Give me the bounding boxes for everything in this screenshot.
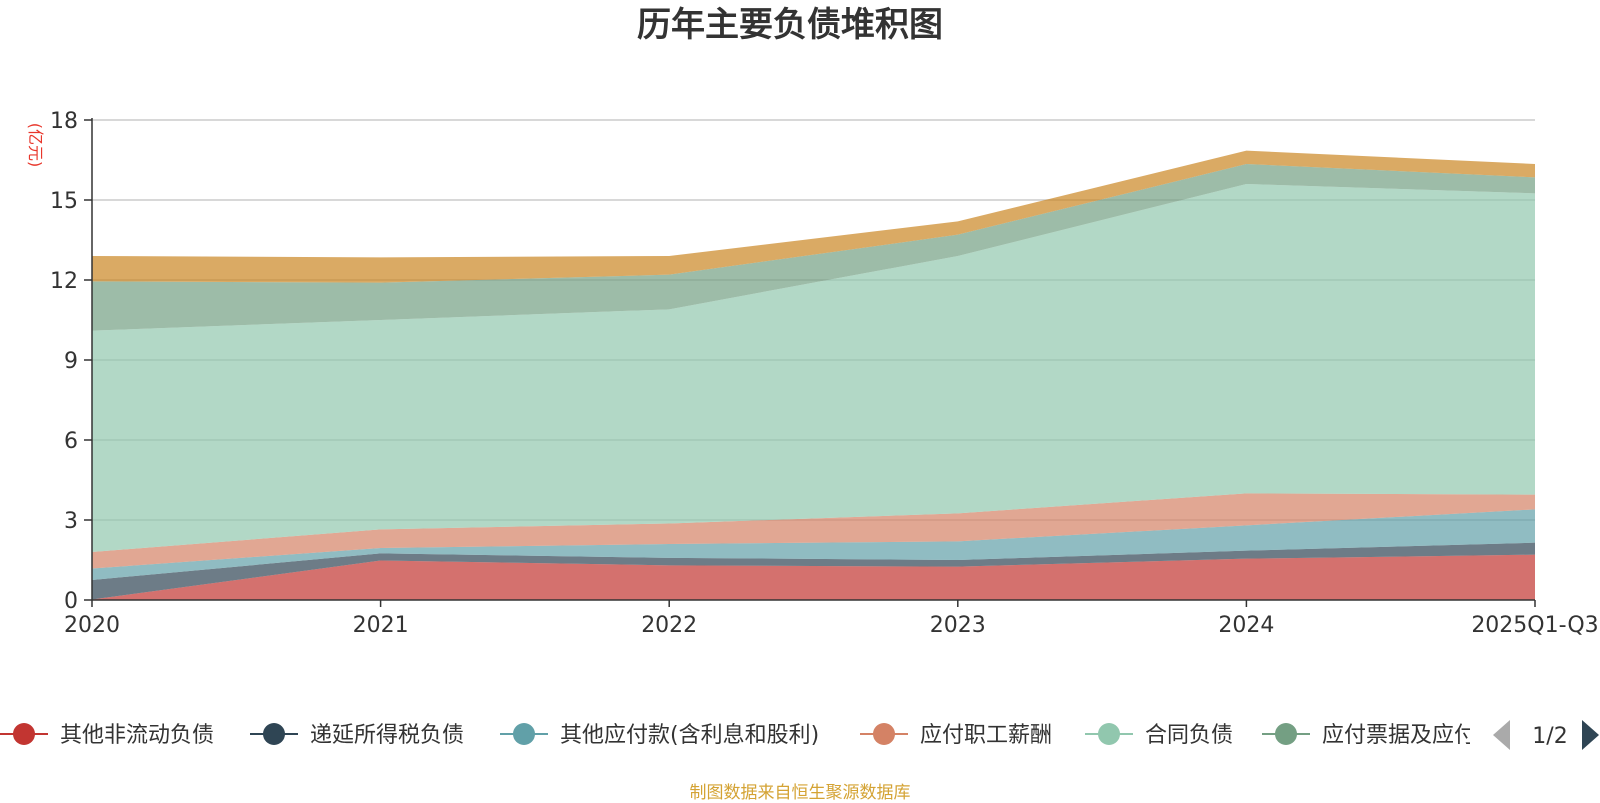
legend-item[interactable]: 应付职工薪酬 bbox=[860, 723, 1052, 748]
y-tick-label: 9 bbox=[64, 349, 78, 374]
legend-circle-icon bbox=[1098, 723, 1120, 745]
chart-title: 历年主要负债堆积图 bbox=[637, 5, 943, 45]
data-source-footer: 制图数据来自恒生聚源数据库 bbox=[689, 783, 911, 803]
legend-next-icon[interactable] bbox=[1582, 720, 1599, 750]
legend-prev-icon[interactable] bbox=[1493, 720, 1510, 750]
y-tick-label: 15 bbox=[50, 189, 78, 214]
legend-label: 递延所得税负债 bbox=[310, 723, 464, 748]
legend-label: 其他非流动负债 bbox=[60, 723, 214, 748]
x-tick-label: 2021 bbox=[353, 613, 409, 638]
legend-label: 应付职工薪酬 bbox=[920, 723, 1052, 748]
y-tick-label: 12 bbox=[50, 269, 78, 294]
legend-label: 其他应付款(含利息和股利) bbox=[560, 723, 819, 748]
x-tick-label: 2025Q1-Q3 bbox=[1471, 613, 1598, 638]
y-tick-label: 0 bbox=[64, 589, 78, 614]
x-tick-label: 2023 bbox=[930, 613, 986, 638]
axes: 0 3 6 9 12 15 18 2020 2021 2022 2023 2024 2025Q1-Q3 bbox=[50, 109, 1599, 638]
legend-item[interactable]: 其他非流动负债 bbox=[0, 723, 214, 748]
area-series-6 bbox=[92, 150, 1535, 283]
x-tick-label: 2024 bbox=[1218, 613, 1274, 638]
y-axis-unit-label: (亿元) bbox=[26, 123, 45, 168]
x-tick-label: 2020 bbox=[64, 613, 120, 638]
y-tick-label: 6 bbox=[64, 429, 78, 454]
legend-item[interactable]: 递延所得税负债 bbox=[250, 723, 464, 748]
y-tick-label: 3 bbox=[64, 509, 78, 534]
area-series-4 bbox=[92, 184, 1535, 552]
area-series-5 bbox=[92, 164, 1535, 331]
legend-clip-cover bbox=[1470, 712, 1600, 758]
area-series-2 bbox=[92, 509, 1535, 580]
y-tick-label: 18 bbox=[50, 109, 78, 134]
legend: 其他非流动负债 递延所得税负债 其他应付款(含利息和股利) 应付职工薪酬 合同负债 应付票… bbox=[0, 712, 1600, 758]
legend-circle-icon bbox=[263, 723, 285, 745]
area-series bbox=[92, 150, 1535, 600]
legend-item[interactable]: 其他应付款(含利息和股利) bbox=[500, 723, 819, 748]
legend-circle-icon bbox=[513, 723, 535, 745]
legend-label: 应付票据及应付 bbox=[1322, 723, 1476, 748]
area-series-0 bbox=[92, 554, 1535, 600]
area-series-3 bbox=[92, 493, 1535, 569]
legend-item[interactable]: 合同负债 bbox=[1085, 723, 1233, 748]
x-tick-label: 2022 bbox=[641, 613, 697, 638]
legend-circle-icon bbox=[873, 723, 895, 745]
legend-circle-icon bbox=[13, 723, 35, 745]
legend-page-indicator: 1/2 bbox=[1532, 724, 1567, 749]
legend-label: 合同负债 bbox=[1145, 723, 1233, 748]
area-series-1 bbox=[92, 542, 1535, 600]
legend-item[interactable]: 应付票据及应付 bbox=[1262, 723, 1476, 748]
legend-circle-icon bbox=[1275, 723, 1297, 745]
